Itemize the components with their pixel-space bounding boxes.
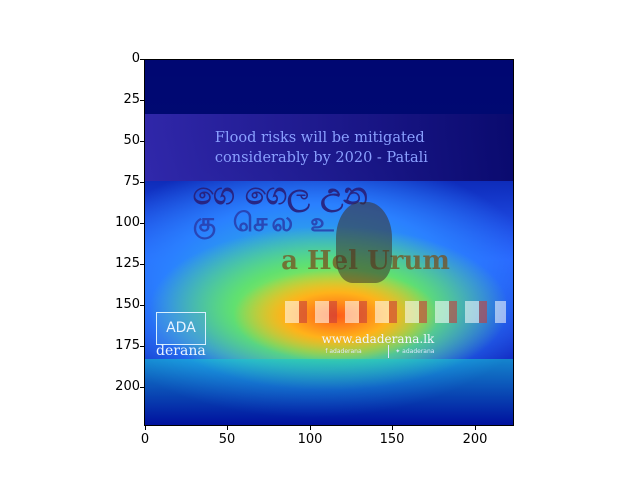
- facebook-handle: f adaderana: [325, 348, 361, 355]
- x-tick-mark: [392, 426, 393, 430]
- y-tick-label: 200: [115, 379, 140, 394]
- heatmap-image: Flood risks will be mitigated considerab…: [144, 59, 514, 426]
- x-tick-mark: [475, 426, 476, 430]
- x-tick-mark: [227, 426, 228, 430]
- microphones: [284, 300, 506, 323]
- y-tick-label: 125: [115, 256, 140, 271]
- x-tick-label: 100: [297, 432, 323, 447]
- speaker-figure: [336, 202, 392, 283]
- y-tick-mark: [140, 59, 144, 60]
- x-tick-label: 150: [379, 432, 405, 447]
- headline-line-1: Flood risks will be mitigated: [214, 129, 425, 146]
- y-tick-mark: [140, 346, 144, 347]
- y-tick-label: 150: [115, 297, 140, 312]
- y-tick-label: 25: [123, 92, 140, 107]
- x-tick-mark: [310, 426, 311, 430]
- y-tick-mark: [140, 141, 144, 142]
- y-tick-mark: [140, 182, 144, 183]
- y-tick-label: 0: [131, 51, 140, 66]
- x-tick-label: 200: [462, 432, 488, 447]
- y-tick-label: 175: [115, 338, 140, 353]
- y-tick-label: 75: [123, 174, 140, 189]
- headline-text: Flood risks will be mitigated considerab…: [215, 128, 509, 168]
- y-tick-label: 100: [115, 215, 140, 230]
- facebook-handle-text: adaderana: [329, 348, 362, 356]
- twitter-handle-text: adaderana: [402, 348, 435, 356]
- x-tick-label: 50: [218, 432, 236, 447]
- facebook-icon: f: [325, 348, 330, 356]
- top-dark-band: [145, 60, 513, 115]
- y-tick-mark: [140, 264, 144, 265]
- y-tick-mark: [140, 223, 144, 224]
- x-tick-mark: [145, 426, 146, 430]
- ada-derana-logo: ADA: [156, 311, 206, 345]
- headline-line-2: considerably by 2020 - Patali: [214, 149, 428, 166]
- headline-banner: [145, 114, 513, 182]
- y-tick-mark: [140, 100, 144, 101]
- website-url: www.adaderana.lk: [321, 331, 435, 346]
- logo-subtext: derana: [156, 342, 206, 359]
- x-tick-label: 0: [140, 432, 150, 447]
- bottom-band: [145, 359, 513, 425]
- social-divider: [387, 345, 389, 359]
- y-tick-mark: [140, 387, 144, 388]
- y-tick-mark: [140, 305, 144, 306]
- tamil-strip-text: கு செல உ: [192, 207, 338, 238]
- twitter-handle: ✦ adaderana: [395, 348, 434, 355]
- y-tick-label: 50: [123, 133, 140, 148]
- english-strip-text: a Hel Urum: [281, 246, 450, 277]
- twitter-icon: ✦: [395, 348, 403, 356]
- sinhala-strip-text: ගෙ ගෙල උන: [192, 176, 368, 212]
